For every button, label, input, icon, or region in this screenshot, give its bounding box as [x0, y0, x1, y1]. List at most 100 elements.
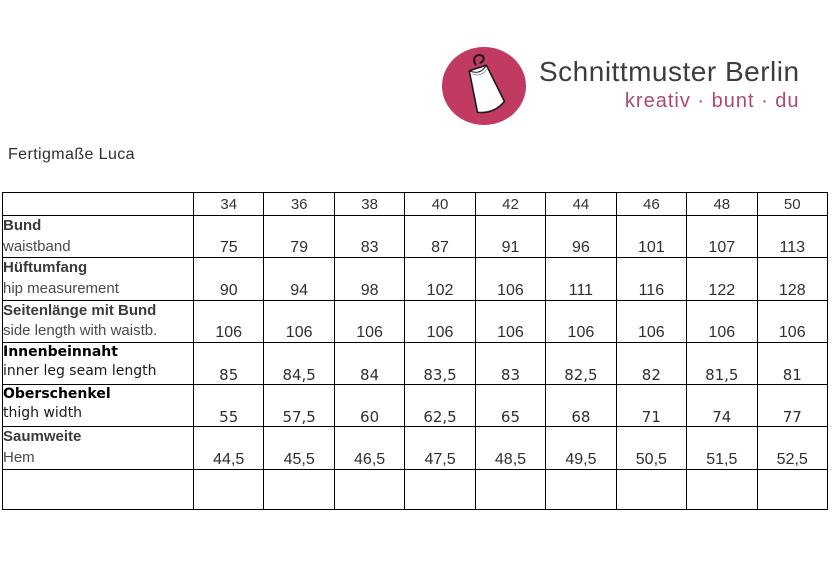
size-header-42: 42	[474, 192, 547, 216]
size-header-36: 36	[263, 192, 335, 216]
size-header-38: 38	[333, 192, 406, 216]
value-cell: 83	[333, 214, 406, 259]
measure-row: Saumweite Hem 44,5 45,5 46,5 47,5 48,5 49,5 50,5…	[2, 426, 828, 470]
label-de: Hüftumfang	[3, 259, 88, 277]
value-cell: 106	[474, 299, 547, 344]
value-cell: 74	[686, 384, 758, 428]
value-cell: 71	[615, 384, 688, 428]
value-cell: 106	[404, 299, 476, 344]
label-de: Bund	[3, 217, 42, 234]
value-cell: 106	[615, 299, 688, 344]
value-cell: 48,5	[474, 426, 547, 470]
label-de: Seitenlänge mit Bund	[3, 301, 157, 319]
value-cell: 106	[263, 299, 335, 344]
value-cell: 113	[756, 214, 828, 259]
label-en: waistband	[3, 237, 71, 255]
value-cell: 49,5	[545, 426, 617, 470]
value-cell: 44,5	[192, 426, 265, 470]
empty-cell	[686, 468, 758, 510]
value-cell: 122	[686, 257, 758, 301]
empty-cell	[545, 468, 617, 510]
value-cell: 68	[545, 384, 617, 428]
value-cell: 83,5	[404, 342, 476, 386]
value-cell: 84	[333, 342, 406, 386]
empty-cell	[263, 468, 335, 510]
empty-cell	[404, 468, 476, 510]
value-cell: 51,5	[686, 426, 758, 470]
size-header-48: 48	[686, 192, 758, 216]
measure-label-cell: Hüftumfang hip measurement	[2, 257, 194, 301]
label-en: thigh width	[3, 405, 83, 422]
measure-row: Innenbeinnaht inner leg seam length 85 84,5…	[2, 342, 828, 386]
size-header-46: 46	[615, 192, 688, 216]
value-cell: 82	[615, 342, 688, 386]
value-cell: 83	[474, 342, 547, 386]
value-cell: 79	[263, 214, 335, 259]
value-cell: 65	[474, 384, 547, 428]
label-en: hip measurement	[3, 280, 119, 298]
measurements-table: 34 36 38 40 42 44 46 48 50 Bund waistband 75 79 83 87…	[2, 192, 828, 510]
empty-cell	[756, 468, 828, 510]
label-de: Oberschenkel	[3, 386, 111, 403]
brand-tagline: kreativ · bunt · du	[624, 89, 800, 112]
value-cell: 102	[404, 257, 476, 301]
value-cell: 81,5	[686, 342, 758, 386]
value-cell: 111	[545, 257, 617, 301]
measure-row: Hüftumfang hip measurement 90 94 98 102 106 111…	[2, 257, 828, 301]
value-cell: 107	[686, 214, 758, 259]
value-cell: 90	[192, 257, 265, 301]
label-de: Saumweite	[3, 428, 82, 446]
label-en: inner leg seam length	[3, 363, 157, 380]
brand-name: Schnittmuster Berlin	[539, 56, 800, 87]
value-cell: 128	[756, 257, 828, 301]
value-cell: 94	[263, 257, 335, 301]
measure-label-cell: Seitenlänge mit Bund side length with wai…	[2, 299, 194, 344]
empty-cell	[615, 468, 688, 510]
measure-label-cell: Innenbeinnaht inner leg seam length	[2, 342, 194, 386]
label-en: Hem	[3, 448, 35, 466]
empty-cell	[474, 468, 547, 510]
value-cell: 81	[756, 342, 828, 386]
value-cell: 55	[192, 384, 265, 428]
measure-label-cell: Saumweite Hem	[2, 426, 194, 470]
value-cell: 75	[192, 214, 265, 259]
dress-on-hanger-icon	[442, 47, 526, 125]
logo: Schnittmuster Berlin kreativ · bunt · du	[441, 45, 800, 127]
value-cell: 106	[474, 257, 547, 301]
value-cell: 106	[192, 299, 265, 344]
size-header-40: 40	[404, 192, 476, 216]
size-header-50: 50	[756, 192, 828, 216]
value-cell: 57,5	[263, 384, 335, 428]
value-cell: 91	[474, 214, 547, 259]
label-de: Innenbeinnaht	[3, 344, 118, 361]
measure-label-cell: Bund waistband	[2, 214, 194, 259]
value-cell: 106	[756, 299, 828, 344]
size-header-44: 44	[545, 192, 617, 216]
corner-cell	[2, 192, 194, 216]
measure-row: Bund waistband 75 79 83 87 91 96 101 107 113	[2, 214, 828, 259]
value-cell: 98	[333, 257, 406, 301]
value-cell: 45,5	[263, 426, 335, 470]
value-cell: 96	[545, 214, 617, 259]
value-cell: 82,5	[545, 342, 617, 386]
value-cell: 46,5	[333, 426, 406, 470]
value-cell: 101	[615, 214, 688, 259]
value-cell: 77	[756, 384, 828, 428]
size-header-row: 34 36 38 40 42 44 46 48 50	[2, 192, 828, 216]
value-cell: 84,5	[263, 342, 335, 386]
value-cell: 116	[615, 257, 688, 301]
value-cell: 52,5	[756, 426, 828, 470]
page-title: Fertigmaße Luca	[8, 146, 135, 163]
value-cell: 106	[686, 299, 758, 344]
size-header-34: 34	[192, 192, 265, 216]
empty-cell	[192, 468, 265, 510]
value-cell: 85	[192, 342, 265, 386]
empty-cell	[2, 468, 194, 510]
value-cell: 60	[333, 384, 406, 428]
label-en: side length with waistb.	[3, 322, 158, 340]
logo-text: Schnittmuster Berlin kreativ · bunt · du	[539, 45, 800, 113]
value-cell: 87	[404, 214, 476, 259]
empty-row	[2, 468, 828, 510]
measure-label-cell: Oberschenkel thigh width	[2, 384, 194, 428]
